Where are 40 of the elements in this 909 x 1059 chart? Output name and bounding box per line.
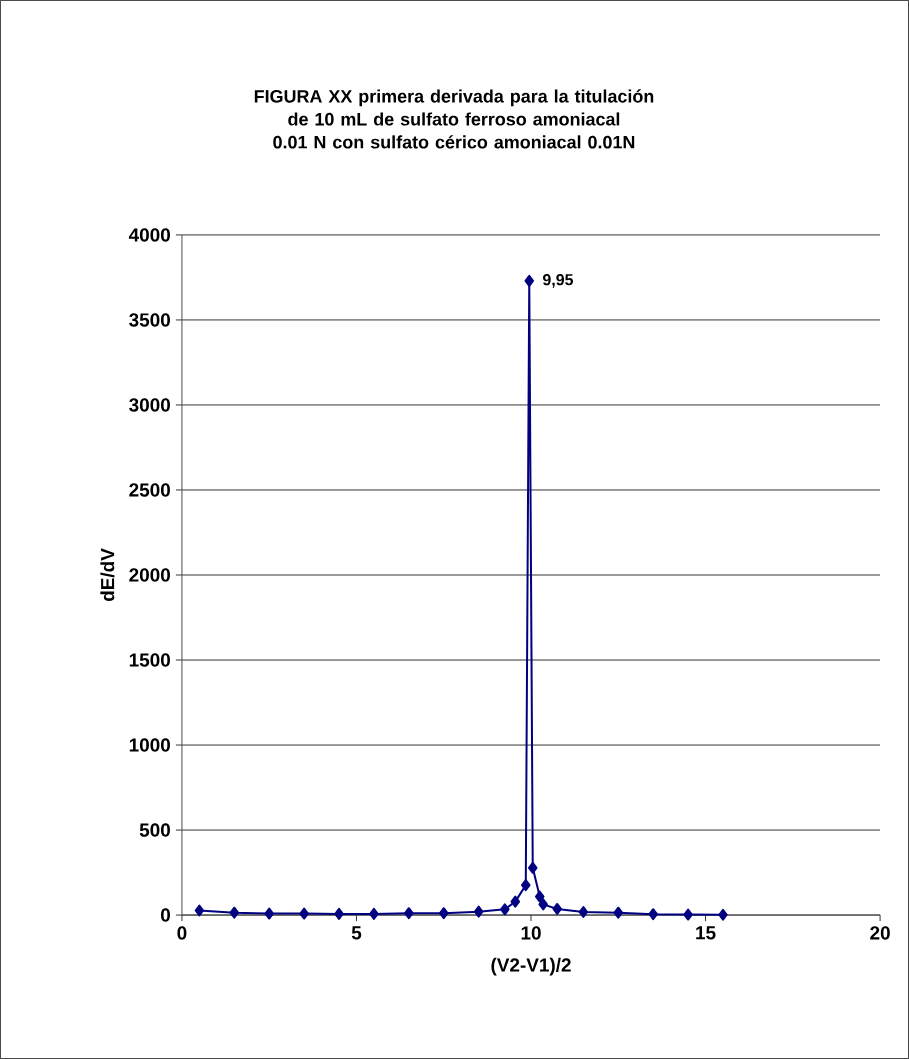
chart-title: FIGURA XX primera derivada para la titulación de 10 mL de sulfato ferroso amoniacal 0.01 N con sulfato cérico amoniacal 0.01N <box>254 89 654 149</box>
annotation: 9,95 <box>543 274 574 288</box>
point <box>718 908 728 921</box>
y-tick-label: 2000 <box>129 568 170 582</box>
x-tick-label: 10 <box>521 926 541 940</box>
point <box>521 879 531 892</box>
point <box>299 907 309 920</box>
y-tick-label: 4000 <box>128 228 170 242</box>
point <box>648 908 658 921</box>
y-axis-title: dE/dV <box>100 548 115 602</box>
y-tick-label: 1000 <box>129 738 170 752</box>
point <box>535 890 545 903</box>
point <box>552 902 562 915</box>
point <box>473 905 484 918</box>
point <box>538 898 548 911</box>
point <box>613 906 624 919</box>
y-tick-label: 2500 <box>129 483 170 497</box>
point <box>439 907 449 920</box>
point <box>369 907 379 920</box>
point <box>524 274 535 287</box>
y-tick-label: 0 <box>160 908 170 922</box>
x-tick-label: 5 <box>351 926 362 940</box>
x-tick-label: 20 <box>870 926 890 940</box>
point <box>194 904 205 917</box>
point <box>264 907 274 920</box>
x-tick-label: 15 <box>696 926 716 940</box>
point <box>229 906 240 919</box>
y-tick-label: 500 <box>139 823 170 837</box>
point <box>334 907 344 920</box>
y-tick-label: 1500 <box>129 653 170 667</box>
point <box>578 906 589 919</box>
x-axis-title: (V2-V1)/2 <box>491 957 571 976</box>
point <box>528 861 538 874</box>
y-tick-label: 3500 <box>129 313 170 327</box>
point <box>683 908 693 921</box>
x-tick-label: 0 <box>177 926 187 940</box>
point <box>500 903 510 916</box>
point <box>404 907 414 920</box>
y-tick-label: 3000 <box>129 398 170 412</box>
point <box>510 895 521 908</box>
